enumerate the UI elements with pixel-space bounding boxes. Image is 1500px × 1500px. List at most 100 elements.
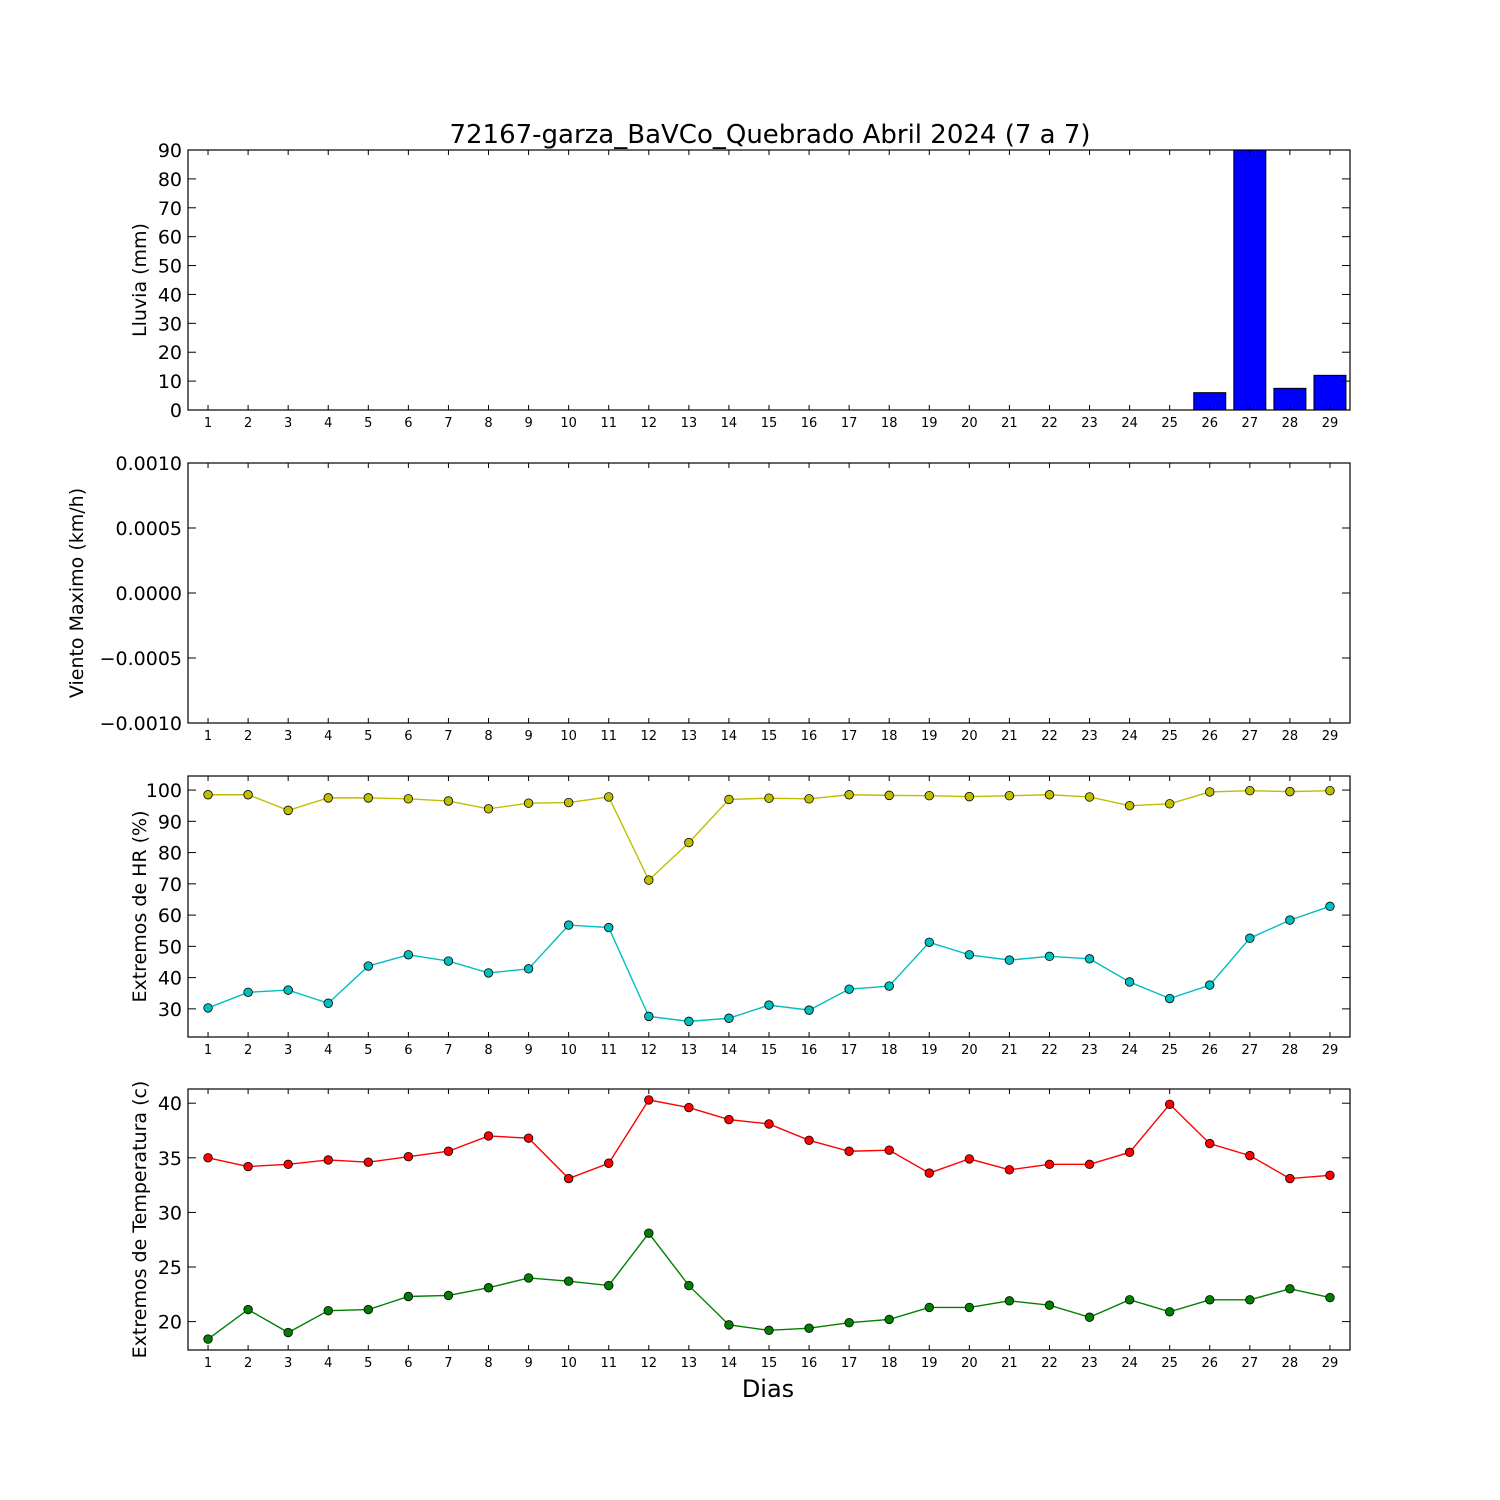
- x-tick-label: 22: [1041, 416, 1058, 431]
- data-point: [483, 1131, 494, 1141]
- data-point: [1044, 1159, 1055, 1170]
- data-point: [924, 1302, 934, 1313]
- data-point: [684, 1280, 694, 1291]
- series-line: [208, 789, 1330, 882]
- x-tick-label: 15: [761, 1356, 778, 1371]
- data-point: [1044, 790, 1055, 800]
- x-tick-label: 28: [1282, 729, 1299, 744]
- data-point: [764, 793, 774, 803]
- x-tick-label: 4: [324, 1356, 332, 1371]
- data-point: [724, 1013, 734, 1023]
- data-point: [1084, 954, 1095, 964]
- data-point: [1285, 1284, 1295, 1294]
- data-point: [563, 920, 574, 930]
- data-point: [283, 1327, 293, 1338]
- x-tick-label: 7: [444, 1043, 452, 1058]
- x-tick-label: 12: [641, 416, 658, 431]
- x-tick-label: 21: [1001, 729, 1018, 744]
- x-tick-label: 20: [961, 729, 978, 744]
- x-tick-label: 18: [881, 1043, 898, 1058]
- data-point: [724, 1320, 734, 1330]
- data-point: [363, 793, 374, 803]
- x-tick-label: 8: [484, 416, 492, 431]
- data-point: [283, 985, 293, 995]
- y-axis-label: Viento Maximo (km/h): [66, 488, 88, 698]
- y-tick-label: 10: [158, 371, 182, 393]
- data-point: [1124, 977, 1135, 987]
- x-tick-label: 23: [1081, 1043, 1098, 1058]
- data-point: [804, 1323, 814, 1333]
- y-tick-label: 40: [158, 1093, 182, 1115]
- data-point: [443, 1290, 454, 1301]
- bar: [1313, 374, 1347, 411]
- data-point: [684, 837, 694, 848]
- x-tick-label: 25: [1161, 729, 1178, 744]
- y-tick-label: 90: [158, 140, 182, 162]
- x-tick-label: 5: [364, 416, 372, 431]
- x-tick-label: 10: [560, 729, 577, 744]
- y-tick-label: 0.0010: [116, 453, 182, 475]
- y-tick-label: 50: [158, 256, 182, 278]
- data-point: [1124, 800, 1135, 811]
- x-tick-label: 22: [1041, 729, 1058, 744]
- x-tick-label: 19: [921, 1043, 938, 1058]
- x-tick-label: 21: [1001, 416, 1018, 431]
- y-tick-label: 30: [158, 999, 182, 1021]
- x-tick-label: 13: [681, 1043, 698, 1058]
- data-point: [1004, 1296, 1015, 1306]
- data-point: [844, 1146, 854, 1156]
- x-tick-label: 1: [204, 416, 212, 431]
- x-tick-label: 17: [841, 1043, 858, 1058]
- y-tick-label: 0: [170, 400, 182, 422]
- data-point: [1325, 1292, 1335, 1303]
- data-point: [764, 1325, 774, 1336]
- panel-4: 1 2 3 4 5 6 7 8 9 10 11 12 13 14 15 16 17 18 19 20 21 22 23 24 2…: [129, 1081, 1351, 1371]
- data-point: [1325, 1170, 1335, 1180]
- x-tick-label: 26: [1201, 729, 1218, 744]
- data-point: [203, 1334, 213, 1344]
- data-point: [844, 984, 854, 994]
- x-tick-label: 28: [1282, 416, 1299, 431]
- data-point: [1004, 955, 1015, 965]
- data-point: [684, 1102, 694, 1113]
- series-line: [207, 1099, 1331, 1180]
- data-point: [804, 1135, 814, 1146]
- y-tick-label: 30: [158, 1202, 182, 1224]
- panels: 1 2 3 4 5 6 7 8 9 10 11 12 13 14 15 16 17 18 19 20 21 22 23 24 2…: [66, 140, 1351, 1371]
- x-tick-label: 28: [1282, 1356, 1299, 1371]
- data-point: [243, 1304, 253, 1315]
- data-point: [644, 875, 654, 885]
- x-tick-label: 25: [1161, 416, 1178, 431]
- x-tick-label: 17: [841, 729, 858, 744]
- x-tick-label: 21: [1001, 1043, 1018, 1058]
- x-tick-label: 24: [1121, 1356, 1138, 1371]
- x-tick-label: 17: [841, 416, 858, 431]
- data-point: [1004, 790, 1015, 801]
- y-tick-label: 25: [158, 1257, 182, 1279]
- axes-frame: [187, 149, 1351, 411]
- x-tick-label: 11: [600, 729, 617, 744]
- x-tick-label: 12: [641, 1043, 658, 1058]
- data-point: [483, 1283, 494, 1293]
- x-tick-label: 16: [801, 1043, 818, 1058]
- data-point: [1325, 901, 1335, 912]
- data-point: [604, 1280, 614, 1291]
- x-tick-label: 6: [404, 1043, 412, 1058]
- x-tick-label: 6: [404, 416, 412, 431]
- data-point: [1205, 1295, 1215, 1305]
- axes-frame: [187, 462, 1351, 724]
- y-tick-label: 60: [158, 227, 182, 249]
- data-point: [964, 950, 975, 960]
- chart-title: 72167-garza_BaVCo_Quebrado Abril 2024 (7…: [449, 120, 1090, 150]
- x-tick-label: 8: [484, 1043, 492, 1058]
- y-tick-label: 100: [146, 780, 182, 802]
- x-tick-label: 3: [284, 729, 292, 744]
- y-tick-label: 0.0000: [116, 583, 182, 605]
- x-tick-label: 10: [560, 1043, 577, 1058]
- y-tick-label: 40: [158, 968, 182, 990]
- data-point: [1205, 980, 1215, 990]
- y-tick-label: 80: [158, 169, 182, 191]
- x-tick-label: 14: [721, 1043, 738, 1058]
- x-tick-label: 23: [1081, 729, 1098, 744]
- data-point: [884, 790, 894, 801]
